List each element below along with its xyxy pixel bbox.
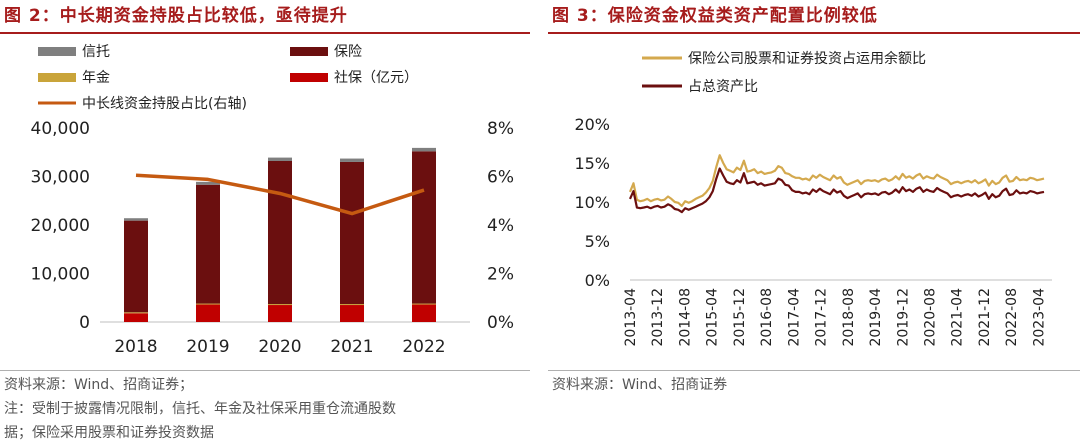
x-axis-tick-label: 2013-04 [623, 288, 639, 347]
x-axis-tick-label: 2015-12 [732, 288, 748, 347]
x-axis-tick-label: 2015-04 [705, 288, 721, 347]
bar-segment [124, 313, 148, 322]
legend-label-insurance: 保险 [334, 44, 362, 60]
figure-3-panel: 图 3：保险资金权益类资产配置比例较低 保险公司股票和证券投资占运用余额比 占总… [548, 0, 1080, 446]
figure-2-note-line-1: 注：受制于披露情况限制，信托、年金及社保采用重仓流通股数 [4, 401, 396, 417]
legend-label-series1: 保险公司股票和证券投资占运用余额比 [688, 50, 926, 67]
legend-label-series2: 占总资产比 [688, 79, 758, 95]
x-axis-tick-label: 2016-08 [759, 288, 775, 347]
bar-segment [124, 220, 148, 313]
bar-segment [340, 158, 364, 162]
series1-line [628, 154, 1045, 207]
x-axis-tick-label: 2014-08 [677, 288, 693, 347]
bar-segment [412, 147, 436, 152]
figure-3-lines [628, 154, 1045, 214]
legend-swatch-insurance [290, 47, 328, 56]
legend-label-social-security: 社保（亿元） [334, 70, 418, 86]
x-axis-tick-label: 2019-04 [868, 288, 884, 347]
bar-segment [412, 303, 436, 305]
x-axis-tick-label: 2017-04 [786, 288, 802, 347]
x-axis-tick-label: 2020 [258, 337, 301, 357]
legend-label-ratio-line: 中长线资金持股占比(右轴) [82, 96, 247, 112]
y-axis-tick-label: 0 [79, 313, 90, 333]
figure-2-bars [124, 147, 436, 322]
y-axis-tick-label: 5% [585, 232, 610, 251]
bar-segment [268, 304, 292, 306]
bar-segment [268, 305, 292, 322]
y-axis-tick-label: 20% [574, 115, 610, 134]
x-axis-tick-label: 2018 [114, 337, 157, 357]
figure-2-title: 图 2：中长期资金持股占比较低，亟待提升 [4, 6, 348, 26]
legend-swatch-social-security [290, 73, 328, 82]
figure-2-source: 资料来源：Wind、招商证券； [4, 377, 194, 393]
y-axis-tick-label: 20,000 [31, 216, 90, 236]
y2-axis-tick-label: 0% [487, 313, 514, 333]
y2-axis-tick-label: 8% [487, 119, 514, 139]
y-axis-tick-label: 10% [574, 193, 610, 212]
figure-3-axes: 0% 5% 10% 15% 20% 2013-04 2013-12 2014-08 2015-0… [574, 115, 1052, 347]
figure-2-legend: 信托 保险 年金 社保（亿元） 中长线资金持股占比(右轴) [38, 44, 418, 112]
legend-label-annuity: 年金 [82, 70, 110, 86]
y-axis-tick-label: 15% [574, 154, 610, 173]
bar-segment [340, 161, 364, 305]
bar-segment [340, 304, 364, 306]
bar-segment [268, 160, 292, 305]
figure-3-title: 图 3：保险资金权益类资产配置比例较低 [552, 6, 878, 26]
legend-swatch-annuity [38, 73, 76, 82]
bar-segment [196, 184, 220, 304]
y-axis-tick-label: 0% [585, 271, 610, 290]
figure-2-title-rule [0, 32, 530, 34]
legend-label-trust: 信托 [82, 44, 110, 60]
figure-3-legend: 保险公司股票和证券投资占运用余额比 占总资产比 [642, 50, 926, 95]
figure-3-title-rule [548, 32, 1080, 34]
x-axis-tick-label: 2021-04 [950, 288, 966, 347]
ratio-line-path [135, 173, 425, 216]
figure-2-note-line-2: 据；保险采用股票和证券投资数据 [4, 425, 214, 441]
bar-segment [412, 151, 436, 304]
x-axis-tick-label: 2017-12 [814, 288, 830, 347]
y2-axis-tick-label: 6% [487, 168, 514, 188]
x-axis-tick-label: 2021-12 [977, 288, 993, 347]
figure-2-chart: 信托 保险 年金 社保（亿元） 中长线资金持股占比(右轴) 0 10,000 20,… [31, 44, 514, 357]
bar-segment [340, 305, 364, 322]
bar-segment [196, 304, 220, 322]
figure-3-source: 资料来源：Wind、招商证券 [552, 377, 728, 393]
figure-2-axes: 0 10,000 20,000 30,000 40,000 0% 2% 4% 6% 8% 2018 2… [31, 119, 514, 357]
x-axis-tick-label: 2013-12 [650, 288, 666, 347]
legend-swatch-trust [38, 47, 76, 56]
x-axis-tick-label: 2019-12 [895, 288, 911, 347]
x-axis-tick-label: 2023-04 [1031, 288, 1047, 347]
series2-line [628, 167, 1045, 214]
y-axis-tick-label: 10,000 [31, 265, 90, 285]
bar-segment [124, 312, 148, 314]
bar-segment [196, 303, 220, 305]
y2-axis-tick-label: 2% [487, 265, 514, 285]
bar-segment [268, 157, 292, 161]
bar-segment [124, 218, 148, 221]
x-axis-tick-label: 2018-08 [841, 288, 857, 347]
figure-2-source-rule [0, 370, 530, 371]
y-axis-tick-label: 40,000 [31, 119, 90, 139]
bar-segment [412, 304, 436, 322]
x-axis-tick-label: 2020-08 [922, 288, 938, 347]
figure-2-panel: 图 2：中长期资金持股占比较低，亟待提升 信托 保险 年金 社保（亿元） 中长线… [0, 0, 530, 446]
figure-3-source-rule [548, 370, 1080, 371]
x-axis-tick-label: 2022 [402, 337, 445, 357]
x-axis-tick-label: 2021 [330, 337, 373, 357]
figure-2-ratio-line [135, 173, 425, 216]
bar-segment [196, 181, 220, 185]
x-axis-tick-label: 2022-08 [1004, 288, 1020, 347]
y2-axis-tick-label: 4% [487, 216, 514, 236]
x-axis-tick-label: 2019 [186, 337, 229, 357]
y-axis-tick-label: 30,000 [31, 168, 90, 188]
figure-3-chart: 保险公司股票和证券投资占运用余额比 占总资产比 0% 5% 10% 15% 20% 201… [574, 50, 1052, 347]
